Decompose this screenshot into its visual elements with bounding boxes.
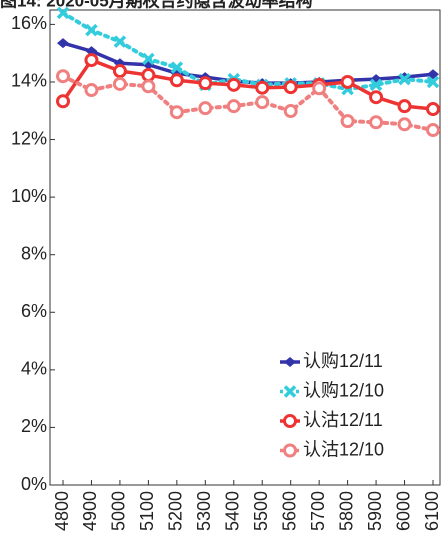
series-marker — [426, 75, 440, 89]
legend-label: 认沽12/10 — [303, 439, 384, 459]
series-marker — [56, 6, 70, 20]
legend-label: 认购12/10 — [303, 380, 384, 400]
series-marker — [283, 80, 298, 95]
y-tick-label: 14% — [11, 71, 47, 91]
y-tick-label: 16% — [11, 13, 47, 33]
series-marker — [255, 95, 270, 110]
series-marker — [226, 99, 241, 114]
series-marker — [226, 77, 241, 92]
series-marker — [340, 114, 355, 129]
series-marker — [141, 68, 156, 83]
y-tick-label: 4% — [21, 359, 47, 379]
series-marker — [169, 73, 184, 88]
series-marker — [398, 72, 411, 86]
series-marker — [56, 94, 70, 109]
series-marker — [112, 64, 127, 79]
legend-label: 认购12/11 — [303, 351, 383, 371]
x-tick-label: 5100 — [137, 491, 157, 531]
series-marker — [369, 115, 384, 130]
series-marker — [312, 81, 327, 96]
y-tick-label: 12% — [11, 128, 47, 148]
series-marker — [57, 38, 69, 49]
x-tick-label: 6100 — [422, 491, 442, 531]
series-line — [61, 10, 435, 92]
x-tick-label: 5500 — [251, 491, 271, 531]
series-marker — [169, 105, 184, 120]
series-marker — [142, 52, 155, 66]
series-marker — [198, 101, 213, 116]
x-tick-label: 4900 — [80, 491, 100, 531]
series-marker — [426, 123, 440, 138]
legend-label: 认沽12/11 — [303, 410, 383, 430]
series-marker — [198, 76, 213, 91]
legend-marker — [283, 414, 297, 428]
plot-frame — [49, 9, 441, 486]
y-tick-label: 8% — [21, 243, 47, 263]
x-tick-label: 5400 — [223, 491, 243, 531]
series-marker — [56, 69, 70, 84]
legend-marker — [283, 443, 297, 458]
series-marker — [369, 78, 383, 92]
series-marker — [340, 74, 355, 89]
series-marker — [112, 76, 127, 91]
x-tick-label: 5800 — [336, 491, 356, 531]
series-marker — [141, 79, 156, 94]
x-tick-label: 5000 — [109, 491, 129, 531]
x-tick-label: 5600 — [279, 491, 299, 531]
legend-marker — [284, 357, 296, 367]
series-marker — [397, 99, 412, 114]
series-marker — [397, 117, 412, 132]
series-marker — [84, 83, 99, 98]
x-tick-label: 6000 — [393, 491, 413, 531]
series-marker — [283, 104, 298, 119]
y-tick-label: 2% — [21, 416, 47, 436]
series-marker — [113, 35, 127, 48]
series-marker — [255, 80, 270, 95]
y-tick-label: 0% — [21, 474, 47, 494]
series-marker — [426, 102, 440, 117]
x-tick-label: 5300 — [194, 491, 214, 531]
chart-title: 图14: 2020-05月期权合约隐含波动率结构 — [0, 0, 313, 10]
series-marker — [369, 90, 384, 105]
y-tick-label: 10% — [11, 186, 47, 206]
series-marker — [85, 23, 98, 37]
series-marker — [170, 61, 184, 74]
series-marker — [85, 46, 98, 57]
x-tick-label: 4800 — [52, 491, 72, 531]
legend-marker — [283, 385, 297, 398]
x-tick-label: 5200 — [166, 491, 186, 531]
series-marker — [84, 53, 99, 68]
x-tick-label: 5700 — [308, 491, 328, 531]
y-tick-label: 6% — [21, 301, 47, 321]
x-tick-label: 5900 — [365, 491, 385, 531]
